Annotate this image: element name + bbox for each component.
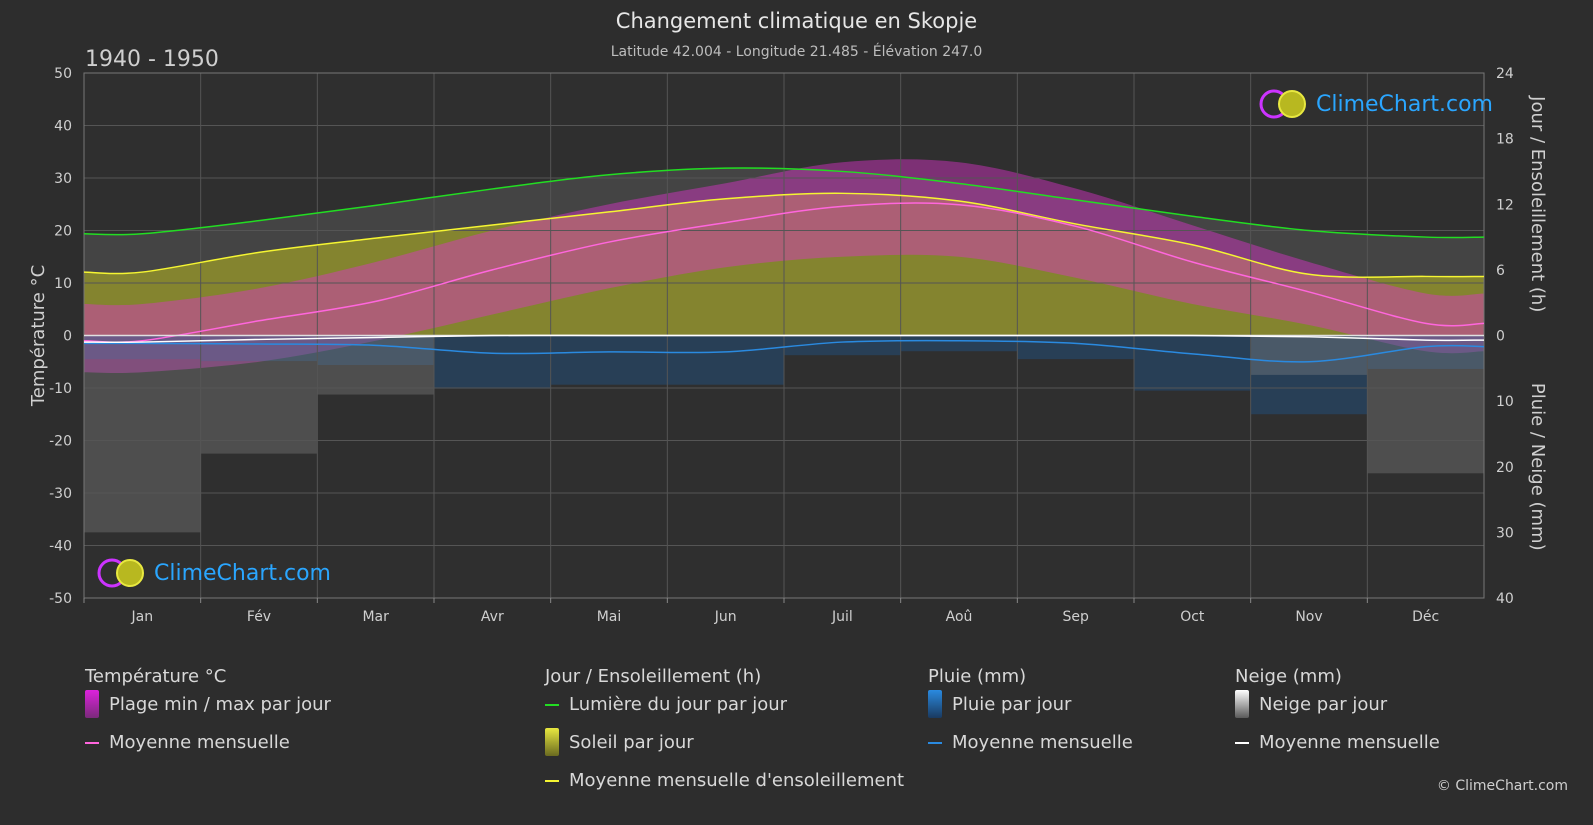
y-tick-label: 0: [63, 329, 72, 345]
logo-top[interactable]: ClimeChart.com: [1258, 88, 1493, 120]
logo-text: ClimeChart.com: [154, 560, 331, 586]
x-tick-label: Jan: [131, 609, 154, 625]
y-tick-label: 30: [54, 171, 72, 187]
legend-temp-heading: Température °C: [85, 666, 227, 687]
sunshine-mean-swatch: [545, 779, 559, 782]
y-tick-label: -10: [49, 381, 72, 397]
x-tick-label: Juil: [831, 609, 853, 625]
snow-bar: [1367, 335, 1484, 474]
y3-tick-label: 40: [1496, 591, 1514, 607]
temp-mean-line: [83, 202, 1485, 343]
daylight-line: [83, 167, 1485, 239]
legend-daylight: Lumière du jour par jour: [545, 694, 787, 715]
y2-axis-title: Jour / Ensoleillement (h): [1527, 95, 1548, 312]
y2-tick-label: 24: [1496, 66, 1514, 82]
rain-bar: [434, 335, 551, 389]
legend-snow-mean: Moyenne mensuelle: [1235, 732, 1440, 753]
y-tick-label: 20: [54, 224, 72, 240]
rain-swatch: [928, 690, 942, 718]
x-tick-label: Mai: [597, 609, 622, 625]
legend-rain-mean: Moyenne mensuelle: [928, 732, 1133, 753]
rain-mean-line: [83, 339, 1485, 363]
temp-range-swatch: [85, 690, 99, 718]
snow-swatch: [1235, 690, 1249, 718]
rain-bar: [550, 335, 668, 385]
x-tick-label: Aoû: [946, 609, 973, 625]
y-tick-label: 10: [54, 276, 72, 292]
y2-tick-label: 12: [1496, 197, 1514, 213]
y2-tick-label: 6: [1496, 263, 1505, 279]
logo-rings-icon: [96, 557, 150, 589]
legend-sun-heading: Jour / Ensoleillement (h): [545, 666, 762, 687]
legend-snow-daily: Neige par jour: [1235, 690, 1387, 718]
y-tick-label: -30: [49, 486, 72, 502]
y3-axis-title: Pluie / Neige (mm): [1527, 383, 1548, 551]
rain-bar: [667, 335, 784, 385]
x-tick-label: Avr: [481, 609, 504, 625]
snow-bar: [84, 335, 201, 533]
period-label: 1940 - 1950: [85, 47, 219, 72]
rain-bar: [1134, 335, 1251, 391]
y-tick-label: -20: [49, 434, 72, 450]
x-tick-label: Mar: [362, 609, 389, 625]
daylight-swatch: [545, 703, 559, 706]
y2-tick-label: 0: [1496, 329, 1505, 345]
legend-snow-heading: Neige (mm): [1235, 666, 1342, 687]
legend-rain-daily: Pluie par jour: [928, 690, 1071, 718]
temp-mean-swatch: [85, 741, 99, 744]
y-axis-title: Température °C: [28, 265, 49, 407]
y-tick-label: 50: [54, 66, 72, 82]
sunshine-swatch: [545, 728, 559, 756]
snow-mean-line: [83, 334, 1485, 344]
snow-bar: [1250, 335, 1368, 375]
legend-sunshine-mean: Moyenne mensuelle d'ensoleillement: [545, 770, 904, 791]
legend-temp-mean: Moyenne mensuelle: [85, 732, 290, 753]
x-tick-label: Déc: [1412, 609, 1439, 625]
rain-bar: [900, 335, 1018, 352]
y-tick-label: -40: [49, 539, 72, 555]
chart-title: Changement climatique en Skopje: [615, 9, 978, 33]
y2-tick-label: 18: [1496, 132, 1514, 148]
snow-bar: [200, 335, 318, 454]
y3-tick-label: 10: [1496, 394, 1514, 410]
rain-bar: [1250, 335, 1368, 415]
y-tick-label: -50: [49, 591, 72, 607]
snow-mean-swatch: [1235, 741, 1249, 744]
y3-tick-label: 30: [1496, 525, 1514, 541]
x-tick-label: Jun: [714, 609, 737, 625]
y-tick-label: 40: [54, 119, 72, 135]
logo-bottom[interactable]: ClimeChart.com: [96, 557, 331, 589]
sunshine-mean-line: [83, 192, 1485, 278]
rain-mean-swatch: [928, 741, 942, 744]
x-tick-label: Oct: [1180, 609, 1205, 625]
x-tick-label: Nov: [1295, 609, 1322, 625]
legend-sunshine: Soleil par jour: [545, 728, 694, 756]
legend-temp-range: Plage min / max par jour: [85, 690, 331, 718]
rain-bar: [317, 335, 434, 366]
copyright: © ClimeChart.com: [1436, 778, 1568, 794]
logo-rings-icon: [1258, 88, 1312, 120]
x-tick-label: Sep: [1062, 609, 1089, 625]
chart-subtitle: Latitude 42.004 - Longitude 21.485 - Élé…: [610, 44, 983, 60]
legend-rain-heading: Pluie (mm): [928, 666, 1027, 687]
x-tick-label: Fév: [247, 609, 271, 625]
logo-text: ClimeChart.com: [1316, 91, 1493, 117]
y3-tick-label: 20: [1496, 460, 1514, 476]
